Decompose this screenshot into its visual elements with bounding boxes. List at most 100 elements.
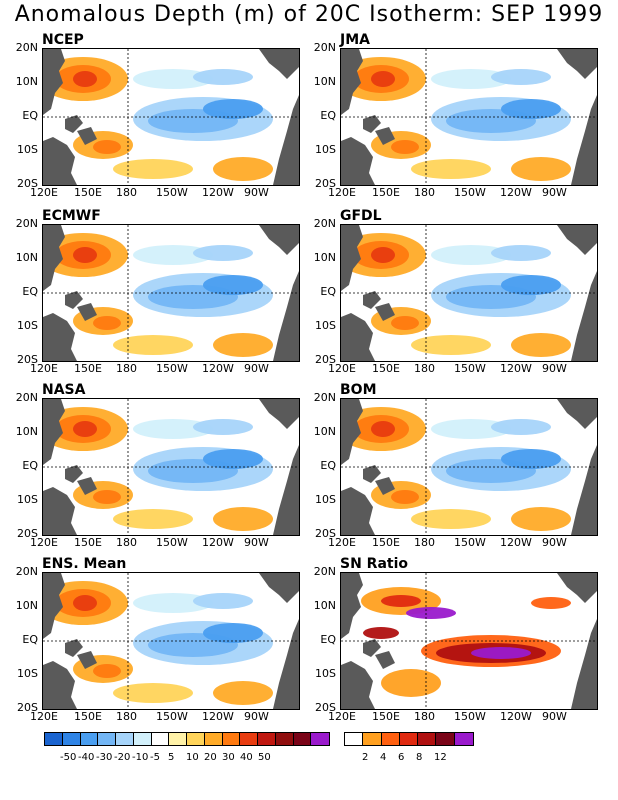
colorbar-label: 10: [186, 752, 199, 763]
lon-label: 120W: [202, 536, 234, 549]
lat-label: 20N: [15, 565, 38, 578]
contour-region: [406, 607, 456, 619]
lon-label: 120E: [30, 536, 58, 549]
lat-label: 10N: [15, 75, 38, 88]
colorbar-swatch: [258, 733, 276, 745]
colorbar-label: -40: [78, 752, 95, 763]
anomaly-map: [340, 572, 598, 710]
contour-region: [511, 157, 571, 181]
contour-region: [93, 490, 121, 504]
lat-label: 20S: [315, 177, 336, 190]
land-mass: [341, 225, 363, 291]
lon-label: 180: [116, 362, 137, 375]
colorbar-swatch: [293, 733, 312, 745]
lat-label: EQ: [320, 109, 336, 122]
contour-region: [213, 507, 273, 531]
lat-label: 10N: [15, 599, 38, 612]
lat-label: 20N: [313, 217, 336, 230]
contour-region: [511, 507, 571, 531]
lon-label: 120E: [30, 710, 58, 723]
panel-title: ECMWF: [42, 208, 101, 224]
map-panel-ncep: NCEP 20N 10N EQ 10S 20S 120E 150E 180 150W 120W 90W: [16, 32, 320, 212]
lat-label: 20S: [315, 527, 336, 540]
land-mass: [571, 271, 597, 361]
colorbar-swatch: [311, 733, 329, 745]
contour-region: [73, 421, 97, 437]
contour-region: [193, 593, 253, 609]
contour-region: [213, 681, 273, 705]
contour-region: [501, 99, 561, 119]
land-mass: [557, 225, 597, 255]
land-mass: [77, 477, 97, 495]
colorbar-swatch: [151, 733, 170, 745]
colorbar-swatch: [399, 733, 419, 745]
lat-label: 20N: [313, 565, 336, 578]
lon-label: 120W: [202, 710, 234, 723]
contour-region: [371, 247, 395, 263]
lat-label: 20N: [313, 391, 336, 404]
contour-region: [501, 449, 561, 469]
lat-label: 10S: [315, 143, 336, 156]
lon-label: 150E: [74, 710, 102, 723]
land-mass: [259, 225, 299, 255]
colorbar-swatch: [133, 733, 152, 745]
land-mass: [77, 303, 97, 321]
lat-label: 10N: [313, 75, 336, 88]
lon-label: 150E: [372, 362, 400, 375]
lon-label: 120W: [500, 536, 532, 549]
contour-region: [113, 509, 193, 529]
contour-region: [431, 69, 511, 89]
land-mass: [557, 399, 597, 429]
lon-label: 90W: [244, 186, 269, 199]
page-title: Anomalous Depth (m) of 20C Isotherm: SEP…: [14, 2, 604, 27]
land-mass: [557, 573, 597, 603]
sn-ratio-colorbar: [344, 732, 474, 746]
lat-label: 20N: [15, 41, 38, 54]
lat-label: 10S: [315, 493, 336, 506]
contour-region: [411, 509, 491, 529]
contour-region: [371, 71, 395, 87]
lon-label: 120E: [328, 186, 356, 199]
lat-label: 20S: [17, 527, 38, 540]
land-mass: [571, 95, 597, 185]
contour-region: [371, 421, 395, 437]
lon-label: 180: [414, 186, 435, 199]
contour-region: [213, 157, 273, 181]
lon-label: 90W: [244, 710, 269, 723]
lat-label: 20N: [313, 41, 336, 54]
lon-label: 120E: [328, 536, 356, 549]
contour-region: [531, 597, 571, 609]
lon-label: 120W: [500, 186, 532, 199]
anomaly-map: [42, 572, 300, 710]
colorbar-label: 5: [168, 752, 175, 763]
land-mass: [273, 445, 299, 535]
colorbar-swatch: [62, 733, 81, 745]
lon-label: 180: [414, 710, 435, 723]
lon-label: 180: [116, 536, 137, 549]
colorbar-label: 4: [380, 752, 387, 763]
land-mass: [341, 399, 363, 465]
colorbar-swatch: [116, 733, 134, 745]
anomaly-map: [340, 398, 598, 536]
colorbar-label: 40: [240, 752, 253, 763]
contour-region: [73, 247, 97, 263]
lon-label: 90W: [244, 536, 269, 549]
colorbar-swatch: [275, 733, 294, 745]
land-mass: [363, 639, 381, 657]
land-mass: [65, 115, 83, 133]
colorbar-swatch: [80, 733, 99, 745]
anomaly-map: [42, 48, 300, 186]
land-mass: [363, 115, 381, 133]
land-mass: [65, 465, 83, 483]
colorbar-swatch: [169, 733, 187, 745]
lat-label: EQ: [22, 285, 38, 298]
panel-title: SN Ratio: [340, 556, 409, 572]
lat-label: 20S: [315, 701, 336, 714]
map-panel-sn: SN Ratio 20N 10N EQ 10S 20S 120E 150E 180 150W 120…: [314, 556, 618, 736]
contour-region: [93, 316, 121, 330]
contour-region: [411, 335, 491, 355]
lon-label: 120E: [328, 362, 356, 375]
lon-label: 150W: [454, 536, 486, 549]
contour-region: [491, 69, 551, 85]
lon-label: 90W: [542, 362, 567, 375]
